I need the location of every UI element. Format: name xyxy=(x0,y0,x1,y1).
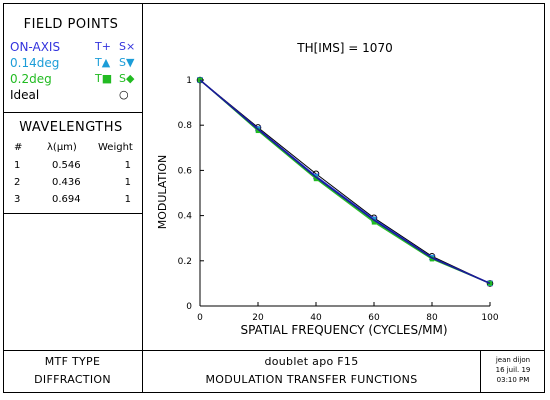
y-axis-label: MODULATION xyxy=(156,155,169,230)
x-tick-label: 100 xyxy=(481,313,498,323)
time-stamp: 03:10 PM xyxy=(496,376,530,384)
series-line xyxy=(199,79,491,284)
wavelengths-title: WAVELENGTHS xyxy=(19,120,123,135)
author-stamp: jean dijon xyxy=(495,356,531,364)
field-point-sagittal-marker: ○ xyxy=(119,88,129,101)
series-group xyxy=(197,77,493,286)
x-tick-label: 40 xyxy=(310,313,322,323)
series-group xyxy=(197,77,493,286)
y-tick-label: 0 xyxy=(186,302,192,312)
plot-title: MODULATION TRANSFER FUNCTIONS xyxy=(205,373,418,386)
y-tick-label: 0.6 xyxy=(178,166,193,176)
series-line xyxy=(199,79,491,284)
data-point xyxy=(196,76,204,84)
left-panel-divider xyxy=(142,3,143,393)
wavelengths-divider xyxy=(3,213,142,214)
x-tick-label: 20 xyxy=(252,313,264,323)
wavelength-value: 0.436 xyxy=(52,177,81,188)
lens-name: doublet apo F15 xyxy=(264,355,359,368)
x-tick-label: 60 xyxy=(368,313,380,323)
data-point xyxy=(486,280,494,287)
wavelength-header-lambda: λ(µm) xyxy=(47,142,77,153)
y-tick-label: 0.8 xyxy=(178,121,193,131)
y-tick-label: 0.4 xyxy=(178,212,193,222)
y-tick-label: 1 xyxy=(186,76,192,86)
field-point-name: ON-AXIS xyxy=(10,40,61,54)
plot-frame xyxy=(3,3,545,393)
mtf-type-value: DIFFRACTION xyxy=(34,373,111,386)
wavelength-weight: 1 xyxy=(124,194,131,205)
field-points-title: FIELD POINTS xyxy=(23,17,119,32)
field-point-name: 0.2deg xyxy=(10,72,52,86)
field-point-tangential-marker: T▲ xyxy=(95,56,111,69)
wavelength-weight: 1 xyxy=(124,177,131,188)
stamp-divider xyxy=(480,350,481,393)
series-line xyxy=(199,79,491,284)
series-group xyxy=(197,77,493,286)
y-tick-label: 0.2 xyxy=(178,257,192,267)
wavelength-weight: 1 xyxy=(124,160,131,171)
footer-divider xyxy=(3,350,545,351)
series-line xyxy=(199,79,491,284)
chart-series xyxy=(196,76,494,287)
series-group xyxy=(197,77,493,286)
chart-axes: 0 20 40 60 80 100 0 0.2 0.4 0.6 0.8 1 xyxy=(178,76,499,323)
field-points-divider xyxy=(3,112,142,113)
wavelength-value: 0.694 xyxy=(52,194,81,205)
field-point-name: Ideal xyxy=(10,88,40,102)
field-point-name: 0.14deg xyxy=(10,56,60,70)
field-point-sagittal-marker: S▼ xyxy=(119,56,135,69)
series-group xyxy=(196,76,494,287)
series-group xyxy=(199,79,491,285)
wavelength-index: 2 xyxy=(14,177,21,188)
x-tick-label: 80 xyxy=(426,313,438,323)
wavelength-index: 1 xyxy=(14,160,21,171)
series-line xyxy=(199,79,491,284)
wavelength-header-weight: Weight xyxy=(98,142,133,153)
x-axis-label: SPATIAL FREQUENCY (CYCLES/MM) xyxy=(240,323,447,337)
series-group xyxy=(196,76,494,287)
mtf-type-label: MTF TYPE xyxy=(44,355,101,368)
wavelength-header-num: # xyxy=(14,142,23,153)
series-line xyxy=(199,79,491,285)
series-line xyxy=(199,79,491,284)
field-point-tangential-marker: T+ xyxy=(95,40,111,53)
field-point-sagittal-marker: S◆ xyxy=(119,72,135,85)
series-group xyxy=(197,77,493,286)
series-line xyxy=(199,79,491,284)
x-tick-label: 0 xyxy=(197,313,203,323)
chart-title: TH[IMS] = 1070 xyxy=(296,41,392,55)
field-point-sagittal-marker: S× xyxy=(119,40,136,53)
date-stamp: 16 juil. 19 xyxy=(495,366,531,374)
wavelength-index: 3 xyxy=(14,194,21,205)
field-point-tangential-marker: T■ xyxy=(95,72,113,85)
wavelength-value: 0.546 xyxy=(52,160,81,171)
